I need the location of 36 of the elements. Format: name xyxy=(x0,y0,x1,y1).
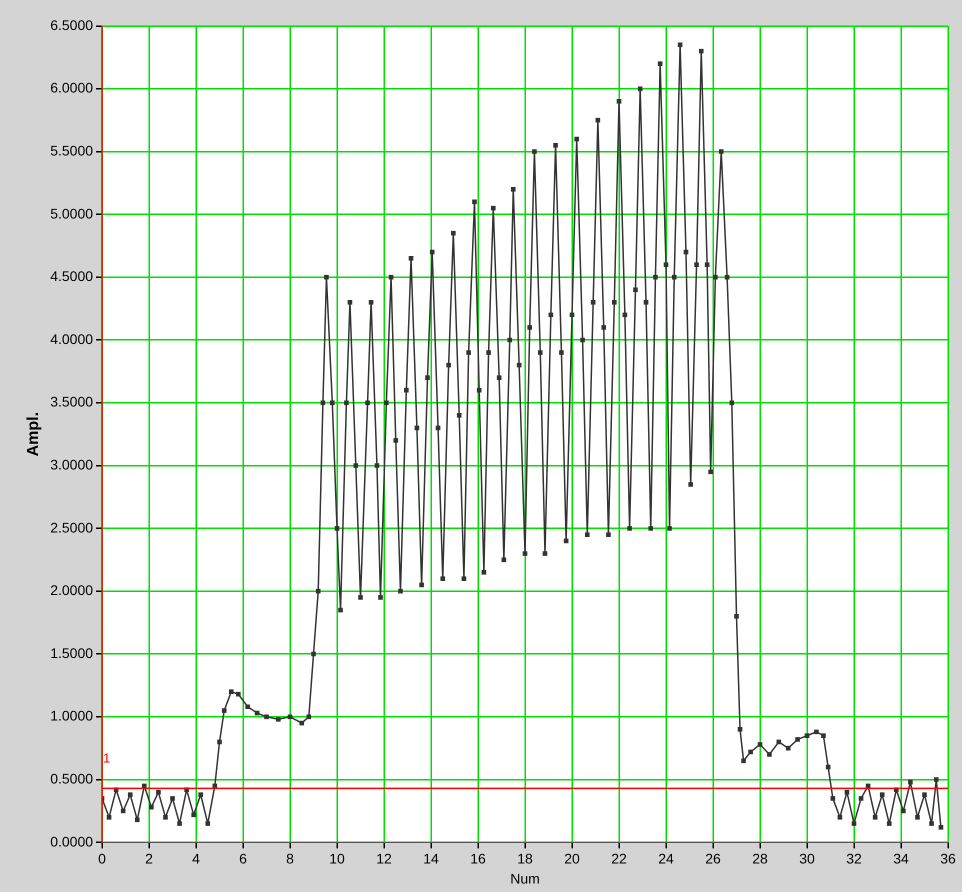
x-tick-label: 14 xyxy=(423,850,440,867)
x-tick-label: 30 xyxy=(799,850,815,867)
x-tick-label: 8 xyxy=(286,850,294,867)
y-tick-label: 1.5000 xyxy=(50,644,94,661)
x-tick-label: 28 xyxy=(752,850,768,867)
y-tick-label: 4.5000 xyxy=(50,268,94,284)
x-tick-label: 22 xyxy=(611,850,628,867)
y-tick-label: 2.5000 xyxy=(50,519,94,536)
y-tick-label: 4.0000 xyxy=(50,330,94,347)
y-tick-label: 6.0000 xyxy=(50,80,94,96)
x-tick-label: 32 xyxy=(846,850,862,867)
x-tick-label: 26 xyxy=(705,850,722,867)
y-tick-label: 0.5000 xyxy=(50,770,94,786)
x-tick-label: 24 xyxy=(658,850,674,867)
x-tick-label: 18 xyxy=(517,850,534,867)
x-tick-label: 2 xyxy=(145,850,154,867)
x-tick-label: 12 xyxy=(376,850,392,867)
x-tick-label: 20 xyxy=(564,850,580,867)
y-tick-label: 2.0000 xyxy=(50,582,94,598)
y-tick-label: 3.5000 xyxy=(50,394,94,410)
x-tick-label: 34 xyxy=(893,850,909,867)
y-tick-label: 3.0000 xyxy=(50,456,94,472)
x-tick-label: 4 xyxy=(192,850,200,867)
x-axis-title: Num xyxy=(510,870,540,886)
y-tick-label: 5.0000 xyxy=(50,205,94,222)
x-tick-label: 0 xyxy=(98,850,106,867)
x-tick-label: 16 xyxy=(470,850,486,867)
y-tick-label: 5.5000 xyxy=(50,142,94,158)
annotation: 1 xyxy=(103,750,110,766)
y-tick-label: 1.0000 xyxy=(50,708,94,724)
y-tick-label: 0.0000 xyxy=(50,833,94,850)
y-tick-label: 6.5000 xyxy=(50,16,94,33)
x-tick-label: 10 xyxy=(329,850,346,867)
x-tick-label: 36 xyxy=(940,850,956,867)
y-axis-title: Ampl. xyxy=(25,412,42,456)
x-tick-label: 6 xyxy=(239,850,248,867)
